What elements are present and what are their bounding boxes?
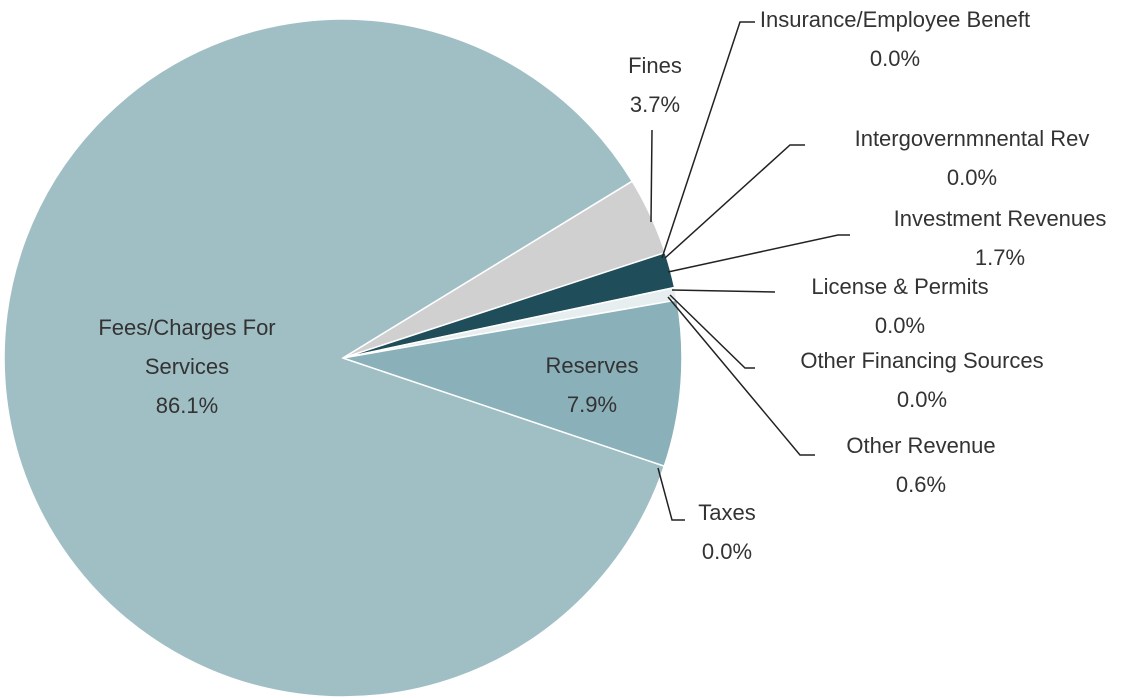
value-label: 7.9% — [566, 392, 618, 417]
leader-line — [664, 144, 805, 259]
leader-line — [669, 294, 755, 369]
slice-label: Fees/Charges For Services 86.1% — [92, 308, 282, 425]
leader-line — [667, 296, 815, 456]
slice-label: Other Revenue 0.6% — [806, 426, 1036, 504]
value-label: 0.0% — [946, 165, 998, 190]
leader-line — [671, 289, 776, 293]
value-label: 0.0% — [896, 387, 948, 412]
category-name: Insurance/Employee Beneft — [759, 7, 1031, 32]
leader-line — [661, 21, 755, 259]
slice-label: Insurance/Employee Beneft 0.0% — [750, 0, 1040, 78]
category-name: Fines — [628, 53, 682, 78]
slices — [3, 18, 683, 698]
leader-line — [667, 234, 850, 273]
slice-label: Intergovernmnental Rev 0.0% — [807, 119, 1137, 197]
slice-label: License & Permits 0.0% — [770, 267, 1030, 345]
category-name: Other Financing Sources — [800, 348, 1044, 373]
slice-label: Fines 3.7% — [595, 46, 715, 124]
value-label: 0.6% — [895, 472, 947, 497]
value-label: 86.1% — [155, 393, 219, 418]
value-label: 0.0% — [874, 313, 926, 338]
leader-line — [657, 467, 685, 521]
value-label: 0.0% — [701, 539, 753, 564]
category-name: License & Permits — [811, 274, 989, 299]
slice-label: Investment Revenues 1.7% — [850, 199, 1141, 277]
slice-label: Reserves 7.9% — [522, 346, 662, 424]
slice-label: Other Financing Sources 0.0% — [752, 341, 1092, 419]
category-name: Intergovernmnental Rev — [854, 126, 1090, 151]
category-name: Reserves — [545, 353, 639, 378]
value-label: 0.0% — [869, 46, 921, 71]
category-name: Taxes — [698, 500, 756, 525]
pie-slice — [3, 18, 666, 698]
category-name: Other Revenue — [846, 433, 996, 458]
value-label: 3.7% — [629, 92, 681, 117]
category-name: Investment Revenues — [893, 206, 1107, 231]
pie-slice — [342, 299, 683, 468]
category-name: Fees/Charges For Services — [98, 315, 276, 379]
leader-line — [650, 129, 653, 223]
value-label: 1.7% — [974, 245, 1026, 270]
slice-label: Taxes 0.0% — [677, 493, 777, 571]
